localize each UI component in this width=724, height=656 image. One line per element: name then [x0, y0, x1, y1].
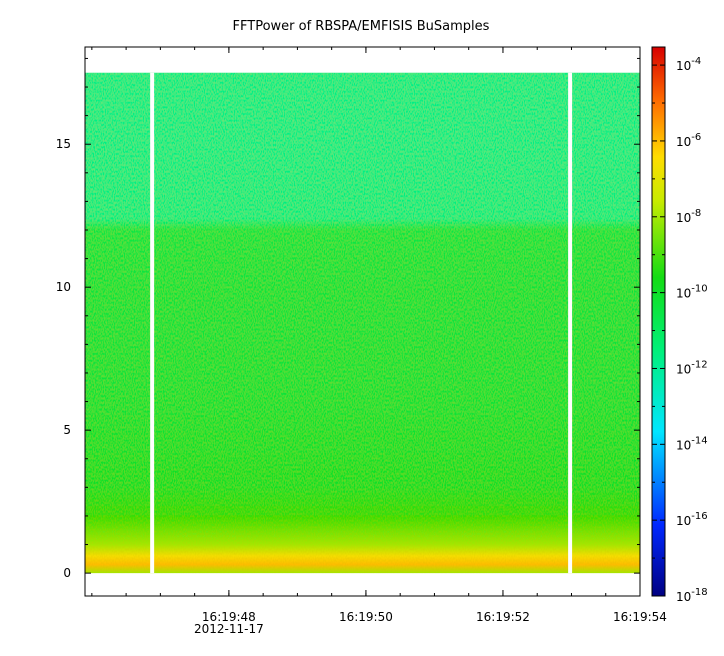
data-gap: [568, 72, 573, 574]
axes: 0 5 10 15 16:19:48 16:19:50 16:19:52 16:19:54 20…: [56, 46, 667, 636]
colorbar-tick-label: 10-18: [676, 587, 708, 604]
colorbar-tick-label: 10-8: [676, 208, 701, 225]
plot-frame: [84, 46, 641, 597]
x-tick-label: 16:19:54: [613, 610, 667, 624]
colorbar-tick-base: 10: [676, 438, 691, 452]
colorbar-tick-label: 10-14: [676, 435, 708, 452]
x-tick-label: 16:19:50: [339, 610, 393, 624]
data-gap: [150, 72, 155, 574]
y-tick-label: 15: [56, 137, 71, 151]
colorbar-tick-exponent: -8: [691, 208, 701, 219]
colorbar-tick-base: 10: [676, 59, 691, 73]
spectrogram-image: [85, 72, 640, 574]
colorbar-tick-label: 10-6: [676, 132, 701, 149]
colorbar-tick-label: 10-16: [676, 511, 708, 528]
colorbar-tick-base: 10: [676, 135, 691, 149]
y-tick-label: 0: [63, 566, 71, 580]
colorbar-tick-exponent: -18: [691, 587, 707, 598]
x-tick-label: 16:19:48: [202, 610, 256, 624]
colorbar-tick-label: 10-12: [676, 359, 708, 376]
y-tick-label: 10: [56, 280, 71, 294]
colorbar-tick-exponent: -10: [691, 284, 707, 295]
chart-title: FFTPower of RBSPA/EMFISIS BuSamples: [233, 19, 490, 34]
spectrogram-plot: [85, 72, 640, 574]
colorbar-tick-base: 10: [676, 514, 691, 528]
colorbar-tick-label: 10-4: [676, 56, 701, 73]
colorbar-tick-exponent: -16: [691, 511, 707, 522]
colorbar-gradient: [651, 46, 666, 597]
colorbar-tick-base: 10: [676, 362, 691, 376]
colorbar-tick-base: 10: [676, 590, 691, 604]
y-tick-label: 5: [63, 423, 71, 437]
colorbar-tick-exponent: -6: [691, 132, 701, 143]
colorbar-tick-exponent: -14: [691, 435, 707, 446]
colorbar-tick-base: 10: [676, 211, 691, 225]
colorbar-tick-label: 10-10: [676, 284, 708, 301]
x-date-label: 2012-11-17: [194, 622, 264, 636]
x-tick-label: 16:19:52: [476, 610, 530, 624]
colorbar-tick-base: 10: [676, 287, 691, 301]
colorbar-tick-exponent: -4: [691, 56, 701, 67]
colorbar-tick-exponent: -12: [691, 359, 707, 370]
